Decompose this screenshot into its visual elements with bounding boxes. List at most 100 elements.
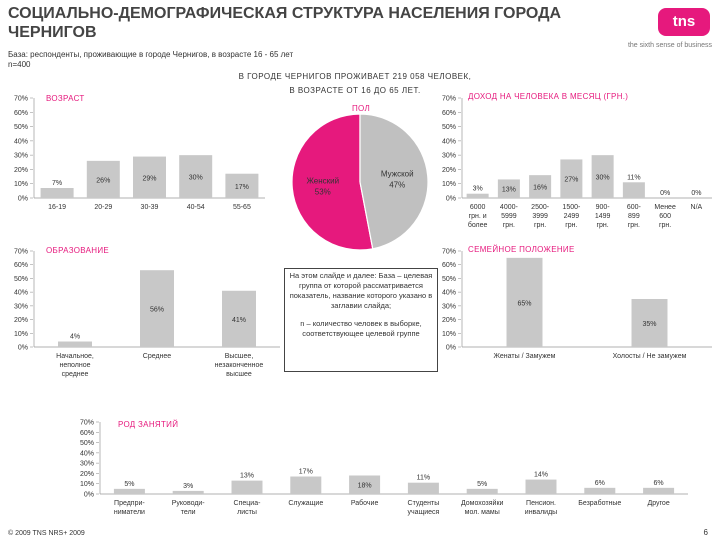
education-ytick: 40% (14, 290, 28, 297)
occupation-ytick: 20% (80, 471, 94, 478)
age-ytick: 40% (14, 138, 28, 145)
age-bar (225, 173, 259, 198)
family-ytick: 10% (442, 331, 456, 338)
methodology-note: На этом слайде и далее: База – целевая г… (284, 268, 438, 372)
occupation-bar (466, 488, 498, 494)
family-ytick: 50% (442, 276, 456, 283)
income-category-label: 6000 грн. и более (468, 204, 488, 229)
age-ytick: 10% (14, 181, 28, 188)
education-ytick: 30% (14, 303, 28, 310)
age-data-label: 17% (235, 184, 249, 191)
income-ytick: 10% (442, 181, 456, 188)
family-bar (631, 299, 668, 347)
gender-slice-label: Мужской (381, 169, 414, 178)
income-category-label: 4000-5999 грн. (500, 204, 519, 229)
education-ytick: 20% (14, 317, 28, 324)
occupation-category-label: Другое (647, 500, 669, 507)
occupation-bar (525, 479, 557, 494)
income-data-label: 13% (502, 187, 516, 194)
education-data-label: 41% (232, 317, 246, 324)
occupation-data-label: 14% (534, 472, 548, 479)
sample-size: n=400 (8, 60, 31, 69)
occupation-category-label: Предпри-ниматели (114, 500, 146, 516)
family-ytick: 60% (442, 262, 456, 269)
age-ytick: 50% (14, 124, 28, 131)
education-ytick: 60% (14, 262, 28, 269)
income-ytick: 50% (442, 124, 456, 131)
income-data-label: 30% (596, 175, 610, 182)
age-category-label: 20-29 (94, 204, 112, 211)
copyright: © 2009 TNS NRS+ 2009 (8, 530, 85, 537)
income-data-label: 0% (691, 190, 701, 197)
occupation-ytick: 0% (84, 492, 94, 499)
age-ytick: 0% (18, 196, 28, 203)
occupation-bar (113, 488, 145, 494)
age-category-label: 40-54 (187, 204, 205, 211)
family-ytick: 20% (442, 317, 456, 324)
occupation-data-label: 11% (417, 475, 431, 482)
income-bar (466, 193, 489, 198)
income-ytick: 60% (442, 110, 456, 117)
occupation-bar (231, 480, 263, 494)
occupation-bar (349, 475, 381, 494)
education-category-label: Начальное, неполное среднее (56, 353, 94, 378)
income-bar (497, 179, 520, 198)
page-number: 6 (703, 528, 708, 537)
income-ytick: 40% (442, 138, 456, 145)
occupation-chart: 0% 10% 20% 30% 40% 50% 60% 70% 5% Предпри-нимател… (80, 420, 688, 516)
occupation-data-label: 6% (595, 480, 605, 487)
age-data-label: 26% (96, 177, 110, 184)
income-bar (529, 175, 552, 198)
note-text-1: На этом слайде и далее: База – целевая г… (289, 271, 433, 310)
occupation-bar (172, 490, 204, 494)
page-title: СОЦИАЛЬНО-ДЕМОГРАФИЧЕСКАЯ СТРУКТУРА НАСЕ… (8, 5, 562, 41)
education-category-label: Среднее (143, 353, 172, 360)
occupation-bar (584, 487, 616, 494)
education-data-label: 4% (70, 334, 80, 341)
tns-logo: tns (658, 8, 710, 36)
gender-slice-value: 47% (389, 180, 405, 189)
age-chart: 0% 10% 20% 30% 40% 50% 60% 70% 7% 16-19 26% 20-29 29… (14, 96, 265, 211)
age-category-label: 16-19 (48, 204, 66, 211)
occupation-bar (643, 487, 675, 494)
family-ytick: 70% (442, 249, 456, 256)
income-data-label: 11% (627, 174, 641, 181)
occupation-bar (407, 482, 439, 494)
family-ytick: 30% (442, 303, 456, 310)
occupation-category-label: Служащие (288, 500, 323, 507)
occupation-category-label: Домохозяйки мол. мамы (461, 499, 504, 516)
education-bar (222, 290, 256, 347)
income-category-label: 600-899 грн. (627, 204, 642, 229)
occupation-category-label: Безработные (578, 499, 621, 507)
education-category-label: Высшее, незаконченное высшее (215, 353, 264, 378)
income-category-label: 1500-2499 грн. (562, 204, 581, 229)
income-bar (622, 182, 645, 198)
age-bar (179, 155, 213, 198)
occupation-data-label: 5% (477, 481, 487, 488)
education-ytick: 70% (14, 249, 28, 256)
income-ytick: 30% (442, 153, 456, 160)
education-bar (58, 341, 92, 347)
family-bar (506, 257, 543, 347)
education-ytick: 50% (14, 276, 28, 283)
income-data-label: 0% (660, 190, 670, 197)
age-bar (86, 160, 120, 198)
family-chart-title: СЕМЕЙНОЕ ПОЛОЖЕНИЕ (468, 245, 575, 254)
occupation-category-label: Руководи-тели (172, 500, 206, 516)
occupation-ytick: 50% (80, 440, 94, 447)
family-data-label: 65% (517, 300, 531, 307)
age-ytick: 70% (14, 96, 28, 103)
education-ytick: 10% (14, 331, 28, 338)
education-data-label: 56% (150, 307, 164, 314)
occupation-data-label: 13% (240, 473, 254, 480)
gender-slice-male (359, 113, 429, 250)
income-category-label: 2500-3999 грн. (531, 204, 550, 229)
occupation-ytick: 40% (80, 450, 94, 457)
income-ytick: 20% (442, 167, 456, 174)
age-bar (133, 156, 166, 198)
income-ytick: 0% (446, 196, 456, 203)
income-category-label: N/A (691, 204, 703, 211)
age-data-label: 7% (52, 180, 62, 187)
occupation-data-label: 6% (654, 480, 664, 487)
